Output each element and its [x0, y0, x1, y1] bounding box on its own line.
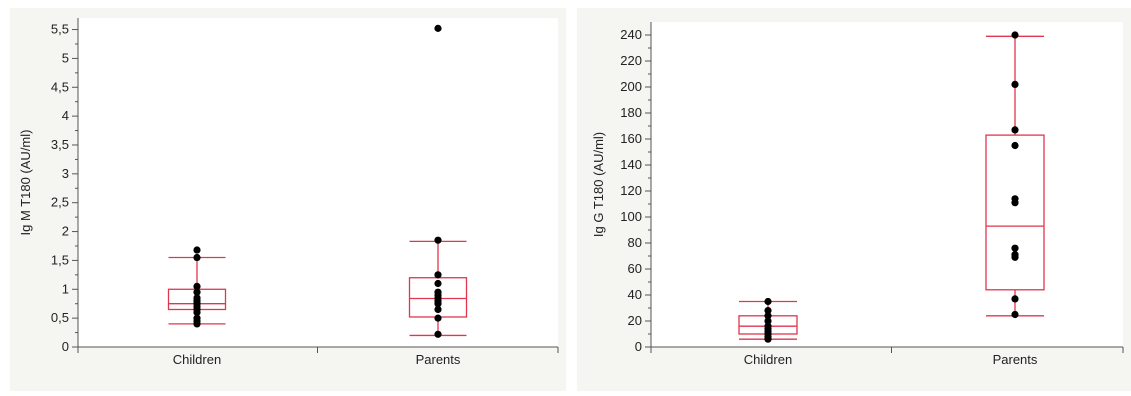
data-point	[434, 330, 442, 338]
data-point	[434, 288, 442, 296]
x-tick-label: Parents	[993, 352, 1038, 367]
y-tick-label: 2	[62, 224, 69, 239]
data-point	[193, 253, 201, 262]
y-axis-label: Ig G T180 (AU/ml)	[591, 132, 606, 237]
data-point	[193, 288, 201, 296]
y-tick-label: 3	[62, 166, 69, 181]
y-tick-label: 3,5	[51, 137, 69, 152]
data-point	[193, 246, 201, 254]
data-point	[434, 305, 442, 314]
data-point	[1011, 126, 1019, 134]
igm-box-plot: 0 0,5 1 1,5 2 2,5 3 3,5 4 4,5 5 5,5 Ig M T180 (AU/ml…	[10, 8, 566, 391]
iqr-box	[985, 134, 1045, 291]
y-tick-label: 20	[628, 313, 642, 328]
y-tick-label: 220	[620, 53, 642, 68]
data-point	[1011, 244, 1019, 252]
y-tick-label: 40	[628, 287, 642, 302]
data-point	[1011, 31, 1019, 39]
y-tick-label: 100	[620, 209, 642, 224]
y-tick-label: 160	[620, 131, 642, 146]
y-tick-label: 0,5	[51, 310, 69, 325]
data-point	[1011, 310, 1019, 319]
y-tick-label: 5,5	[51, 22, 69, 37]
data-point	[764, 322, 772, 330]
igg-box-plot: 0 20 40 60 80 100 120 140 160 180 200 220 240 Ig G T1…	[577, 8, 1131, 391]
x-tick-label: Children	[173, 352, 221, 367]
data-point	[434, 314, 442, 322]
data-point	[1011, 295, 1019, 303]
box-parents	[408, 24, 468, 338]
data-point	[764, 307, 772, 315]
y-tick-label: 4	[62, 108, 69, 123]
data-point	[193, 294, 201, 302]
y-tick-label: 2,5	[51, 195, 69, 210]
chart-panel-igm: 0 0,5 1 1,5 2 2,5 3 3,5 4 4,5 5 5,5 Ig M T180 (AU/ml…	[0, 0, 566, 391]
y-tick-label: 140	[620, 157, 642, 172]
y-tick-label: 0	[635, 339, 642, 354]
plot-area	[651, 22, 1123, 347]
y-tick-label: 120	[620, 183, 642, 198]
data-point	[764, 297, 772, 306]
y-tick-label: 4,5	[51, 79, 69, 94]
x-tick-label: Parents	[416, 352, 461, 367]
y-tick-label: 0	[62, 339, 69, 354]
data-point	[764, 312, 772, 320]
data-point	[434, 236, 442, 244]
data-point	[193, 314, 201, 322]
plot-area	[78, 18, 558, 347]
data-point	[764, 317, 772, 325]
data-point	[434, 271, 442, 279]
y-axis-label: Ig M T180 (AU/ml)	[18, 130, 33, 236]
y-tick-label: 5	[62, 50, 69, 65]
y-tick-label: 240	[620, 27, 642, 42]
y-tick-label: 60	[628, 261, 642, 276]
chart-panel-igg: 0 20 40 60 80 100 120 140 160 180 200 220 240 Ig G T1…	[566, 0, 1131, 391]
y-tick-label: 200	[620, 79, 642, 94]
box-children	[167, 246, 227, 328]
y-tick-label: 1,5	[51, 252, 69, 267]
y-tick-label: 180	[620, 105, 642, 120]
data-point	[1011, 141, 1019, 150]
data-point	[193, 282, 201, 290]
x-tick-label: Children	[744, 352, 792, 367]
y-tick-label: 80	[628, 235, 642, 250]
box-parents	[985, 31, 1045, 319]
data-point	[434, 24, 442, 32]
data-point	[434, 279, 442, 288]
y-tick-label: 1	[62, 281, 69, 296]
box-children	[738, 297, 798, 343]
data-point	[1011, 80, 1019, 88]
data-point	[1011, 195, 1019, 203]
data-point	[1011, 251, 1019, 259]
